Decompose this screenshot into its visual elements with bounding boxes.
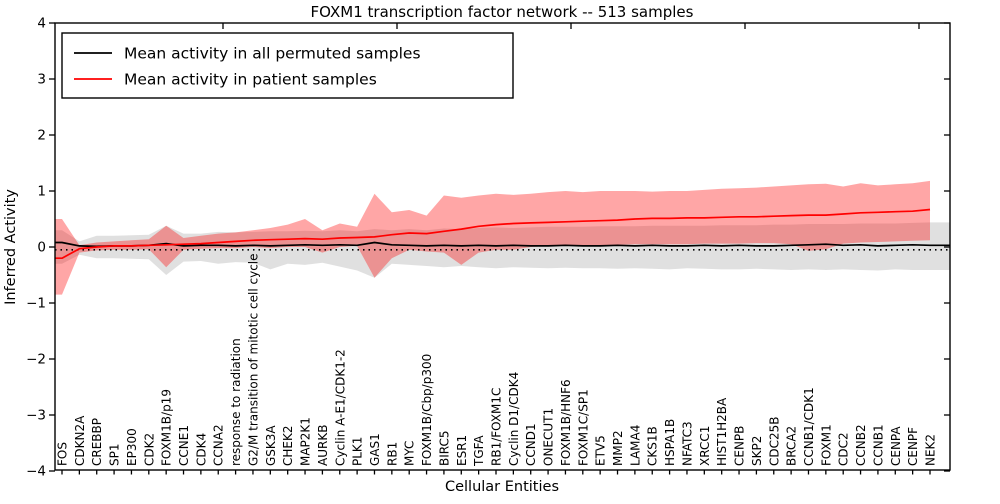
x-tick-label: FOXM1B/Cbp/p300 — [420, 354, 434, 466]
y-tick-label: 4 — [37, 16, 46, 32]
x-tick-label: Cyclin D1/CDK4 — [507, 372, 521, 466]
x-tick-label: CDKN2A — [73, 415, 87, 466]
tick-labels: −4 −3 −2 −1 0 1 2 3 4 FOS CDKN2A CREBBP SP1 EP300 CDK2… — [26, 16, 937, 480]
x-tick-label: ETV5 — [594, 435, 608, 466]
x-tick-label: RB1 — [385, 442, 399, 466]
x-tick-label: CENPF — [906, 427, 920, 466]
x-tick-label: Cyclin A-E1/CDK1-2 — [333, 349, 347, 466]
chart-title: FOXM1 transcription factor network -- 51… — [311, 3, 694, 21]
x-tick-label: MAP2K1 — [299, 417, 313, 466]
x-tick-label: CDC2 — [837, 432, 851, 466]
x-tick-label: AURKB — [316, 425, 330, 466]
y-axis-label: Inferred Activity — [3, 189, 19, 305]
x-tick-label: GSK3A — [264, 425, 278, 466]
x-tick-label: TGFA — [472, 435, 486, 467]
axes-spines — [54, 22, 951, 471]
x-tick-label: FOS — [56, 442, 70, 466]
x-tick-label: CENPB — [733, 426, 747, 466]
legend-label-permuted: Mean activity in all permuted samples — [124, 45, 421, 63]
x-tick-label: EP300 — [125, 428, 139, 466]
x-tick-label: CREBBP — [90, 418, 104, 466]
legend-label-patient: Mean activity in patient samples — [124, 71, 377, 89]
x-tick-label: GAS1 — [368, 433, 382, 466]
permuted-confidence-band — [55, 222, 950, 278]
x-tick-label: CCNB1 — [871, 424, 885, 466]
x-tick-label: ESR1 — [455, 435, 469, 466]
x-tick-label: CCNA2 — [212, 424, 226, 466]
x-tick-label: CDK4 — [194, 433, 208, 466]
x-tick-label: CCND1 — [524, 423, 538, 466]
x-tick-label: PLK1 — [351, 437, 365, 466]
x-tick-label: XRCC1 — [698, 426, 712, 466]
x-tick-label: CENPA — [889, 426, 903, 466]
x-tick-label: FOXM1B/HNF6 — [559, 379, 573, 466]
x-tick-label: MMP2 — [611, 430, 625, 466]
x-tick-label: G2/M transition of mitotic cell cycle — [247, 253, 261, 466]
x-tick-label: response to radiation — [229, 338, 243, 466]
x-tick-label: CCNE1 — [177, 425, 191, 466]
x-tick-label: NFATC3 — [681, 421, 695, 466]
x-tick-label: HSPA1B — [663, 419, 677, 466]
y-tick-label: −3 — [26, 408, 46, 424]
y-tick-label: −2 — [26, 352, 46, 368]
y-tick-label: 3 — [37, 72, 46, 88]
x-tick-label: FOXM1C/SP1 — [576, 389, 590, 466]
x-tick-label: CCNB1/CDK1 — [802, 387, 816, 466]
x-tick-label: CDC25B — [767, 417, 781, 467]
x-tick-label: NEK2 — [924, 434, 938, 466]
x-tick-label: BIRC5 — [437, 430, 451, 466]
axis-ticks — [49, 22, 950, 475]
y-tick-label: −1 — [26, 296, 46, 312]
x-tick-label: ONECUT1 — [542, 408, 556, 466]
patient-confidence-band — [55, 180, 930, 295]
x-tick-label: CKS1B — [646, 426, 660, 466]
x-tick-label: FOXM1 — [819, 424, 833, 466]
x-tick-label: FOXM1B/p19 — [160, 389, 174, 466]
x-axis-label: Cellular Entities — [445, 479, 559, 495]
y-tick-label: 2 — [37, 128, 46, 144]
y-tick-label: 0 — [37, 240, 46, 256]
x-tick-label: CCNB2 — [854, 424, 868, 466]
patient-mean-line — [55, 208, 931, 260]
x-tick-label: SKP2 — [750, 436, 764, 466]
x-tick-label: HIST1H2BA — [715, 397, 729, 466]
x-tick-label: CHEK2 — [281, 426, 295, 467]
permuted-mean-line — [55, 241, 950, 248]
x-tick-label: SP1 — [108, 444, 122, 467]
x-tick-label: CDK2 — [142, 433, 156, 466]
legend: Mean activity in all permuted samples Me… — [61, 32, 514, 99]
confidence-bands — [55, 180, 950, 295]
x-tick-label: RB1/FOXM1C — [490, 388, 504, 466]
legend-box — [61, 32, 514, 99]
x-tick-label: BRCA2 — [785, 426, 799, 466]
y-tick-label: 1 — [37, 184, 46, 200]
y-tick-label: −4 — [26, 464, 46, 480]
series-lines — [55, 208, 950, 260]
x-tick-label: LAMA4 — [628, 425, 642, 466]
x-tick-label: MYC — [403, 441, 417, 466]
